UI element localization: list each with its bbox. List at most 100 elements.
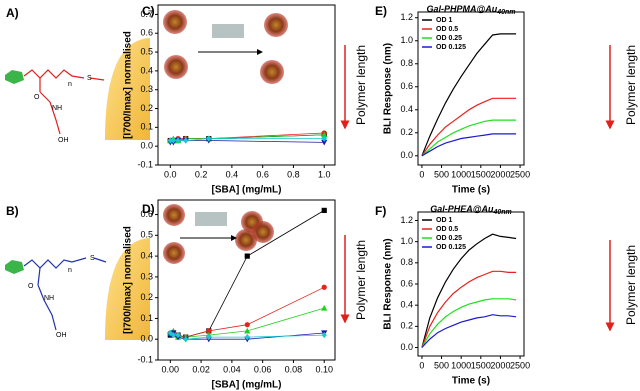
y-axis-label: BLI Response (nm) xyxy=(383,238,394,329)
y-axis-label: [I700/Imax] normalised xyxy=(123,226,134,334)
panel-label: F) xyxy=(375,204,386,218)
y-tick-label: 1.0 xyxy=(400,35,413,45)
y-tick-label: 0.2 xyxy=(400,127,413,137)
chart-title: Gal-PHPMA@Au40nm xyxy=(426,4,515,15)
y-tick-label: 0.0 xyxy=(140,141,153,151)
panel-label: B) xyxy=(6,204,19,218)
series-line xyxy=(421,314,517,348)
x-axis-label: Time (s) xyxy=(452,185,490,196)
plot-frame xyxy=(417,11,525,166)
series-line xyxy=(421,119,517,157)
point xyxy=(321,131,328,138)
point xyxy=(321,331,327,339)
point xyxy=(167,329,173,337)
x-tick-label: 1500 xyxy=(471,169,491,179)
x-axis-label: [SBA] (mg/mL) xyxy=(212,380,282,391)
side-note: Polymer length xyxy=(354,45,368,125)
illustration-c xyxy=(163,10,288,84)
y-tick-label: 0.2 xyxy=(140,103,153,113)
atom: O xyxy=(28,283,34,290)
y-tick-label: 0.4 xyxy=(400,300,413,310)
x-tick-label: 500 xyxy=(434,360,449,370)
panel-label: E) xyxy=(375,4,387,18)
point xyxy=(206,334,212,341)
y-tick-label: -0.1 xyxy=(137,354,153,364)
y-tick-label: 0.2 xyxy=(140,292,153,302)
structure-a: A) S O NH OH n xyxy=(5,6,150,144)
x-tick-label: 2500 xyxy=(510,169,530,179)
x-tick-label: 1.0 xyxy=(318,169,331,179)
y-tick-label: 0.6 xyxy=(140,28,153,38)
series-line xyxy=(421,33,517,157)
y-tick-label: 0.8 xyxy=(400,257,413,267)
y-tick-label: 0.7 xyxy=(140,9,153,19)
series-line xyxy=(421,270,517,348)
atom: O xyxy=(34,94,40,101)
title-main: Gal-PHEA@Au xyxy=(430,204,494,214)
x-axis-label: [SBA] (mg/mL) xyxy=(212,185,282,196)
y-tick-label: -0.1 xyxy=(137,159,153,169)
atom: S xyxy=(87,75,92,82)
point xyxy=(321,304,328,311)
y-tick-label: 1.2 xyxy=(400,12,413,22)
point xyxy=(183,336,189,343)
point xyxy=(206,328,212,334)
plot-frame xyxy=(417,211,525,357)
point xyxy=(321,139,328,146)
atom: NH xyxy=(44,295,54,302)
y-tick-label: 0.8 xyxy=(400,58,413,68)
y-tick-label: 0.5 xyxy=(140,46,153,56)
atom: NH xyxy=(52,105,62,112)
point xyxy=(244,253,250,259)
y-tick-label: 0.0 xyxy=(400,342,413,352)
x-tick-label: 2000 xyxy=(490,360,510,370)
point xyxy=(321,135,327,142)
chart-title: Gal-PHEA@Au40nm xyxy=(430,204,512,215)
x-tick-label: 0.0 xyxy=(164,169,177,179)
structure-b: B) S O NH OH n xyxy=(5,204,150,340)
y-tick-label: 0.5 xyxy=(140,230,153,240)
point xyxy=(170,331,176,339)
side-note: Polymer length xyxy=(624,45,638,125)
x-tick-label: 0.02 xyxy=(192,364,210,374)
x-tick-label: 0.2 xyxy=(195,169,208,179)
y-tick-label: 0.2 xyxy=(400,321,413,331)
y-tick-label: 0.6 xyxy=(140,209,153,219)
x-tick-label: 2000 xyxy=(490,169,510,179)
title-subscript: 40nm xyxy=(496,9,515,16)
point xyxy=(244,327,251,334)
legend-label: OD 1 xyxy=(436,217,452,224)
y-tick-label: 0.4 xyxy=(140,250,153,260)
y-tick-label: 0.0 xyxy=(140,334,153,344)
x-tick-label: 0.08 xyxy=(285,364,303,374)
series-line xyxy=(421,133,517,157)
point xyxy=(175,137,181,144)
point xyxy=(244,322,250,328)
y-axis-label: BLI Response (nm) xyxy=(383,43,394,134)
illustration-d xyxy=(163,204,274,264)
y-tick-label: 0.4 xyxy=(140,65,153,75)
series-line xyxy=(170,140,325,143)
x-axis-label: Time (s) xyxy=(452,376,490,387)
x-tick-label: 0.00 xyxy=(162,364,180,374)
x-tick-label: 0.04 xyxy=(223,364,241,374)
x-tick-label: 0.06 xyxy=(254,364,272,374)
legend-label: OD 0.25 xyxy=(436,235,462,242)
x-tick-label: 500 xyxy=(434,169,449,179)
x-tick-label: 2500 xyxy=(510,360,530,370)
x-tick-label: 1500 xyxy=(471,360,491,370)
atom: OH xyxy=(58,137,69,144)
point xyxy=(206,135,212,142)
point xyxy=(321,207,327,213)
title-subscript: 40nm xyxy=(492,209,511,216)
point xyxy=(170,137,176,144)
x-tick-label: 1000 xyxy=(451,169,471,179)
y-tick-label: 0.3 xyxy=(140,84,153,94)
panel-label: A) xyxy=(6,6,19,20)
atom: n xyxy=(68,81,72,88)
legend-label: OD 0.125 xyxy=(436,244,466,251)
atom: S xyxy=(90,255,95,262)
legend-label: OD 1 xyxy=(436,17,452,24)
